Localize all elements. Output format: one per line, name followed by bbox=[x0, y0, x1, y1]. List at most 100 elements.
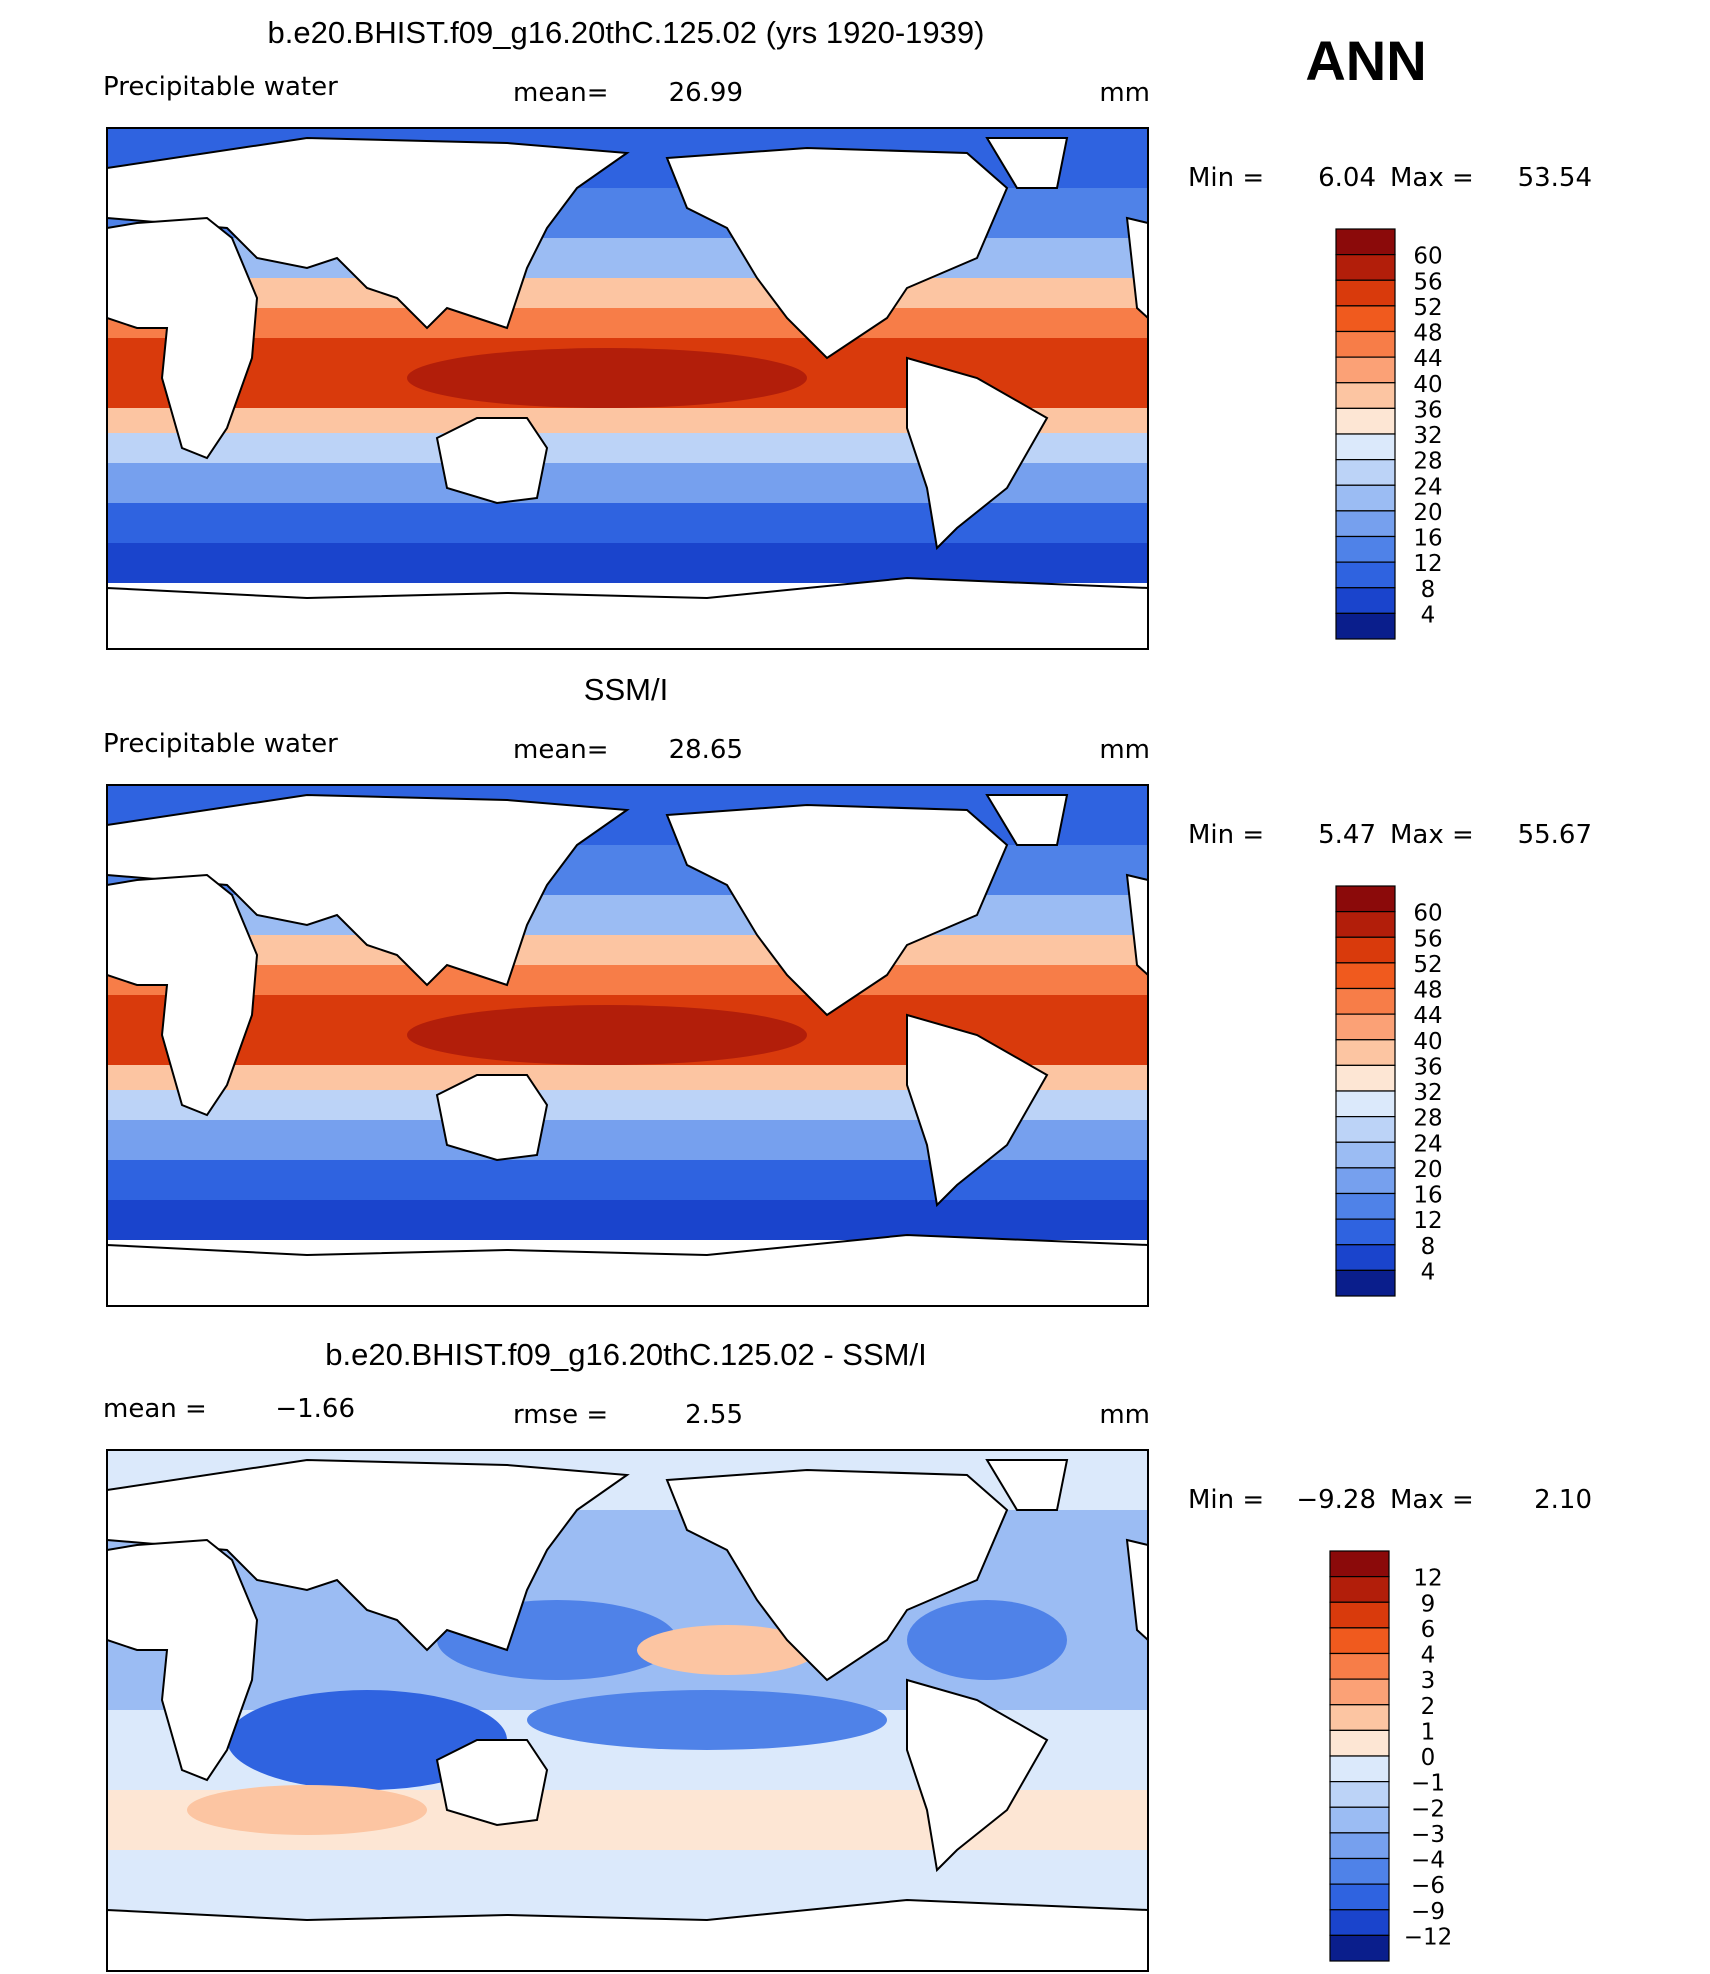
colorbar-label: 20 bbox=[1413, 500, 1442, 526]
colorbar-label: 8 bbox=[1421, 577, 1436, 603]
colorbar-box bbox=[1329, 1550, 1390, 1578]
units: mm bbox=[1099, 78, 1150, 108]
colorbar-label: 20 bbox=[1413, 1157, 1442, 1183]
colorbar-box bbox=[1329, 1729, 1390, 1757]
center-label: mean= bbox=[513, 735, 609, 765]
colorbar-box bbox=[1329, 1883, 1390, 1911]
min-label: Min = bbox=[1188, 820, 1264, 850]
map-fill bbox=[107, 785, 1148, 1306]
colorbar-label: 56 bbox=[1413, 269, 1442, 295]
colorbar-box bbox=[1329, 1857, 1390, 1885]
colorbar-box bbox=[1335, 561, 1396, 589]
colorbar-box bbox=[1335, 885, 1396, 913]
map-frame bbox=[106, 127, 1149, 650]
colorbar-box bbox=[1335, 936, 1396, 964]
colorbar-box bbox=[1335, 407, 1396, 435]
colorbar-box bbox=[1335, 911, 1396, 938]
colorbar-box bbox=[1335, 1039, 1396, 1066]
colorbar-label: −9 bbox=[1411, 1899, 1445, 1925]
colorbar-label: 24 bbox=[1413, 1131, 1442, 1157]
colorbar-box bbox=[1335, 433, 1396, 461]
colorbar-box bbox=[1335, 1116, 1396, 1143]
colorbar-label: 52 bbox=[1413, 952, 1442, 978]
panel-title: SSM/I bbox=[584, 672, 668, 707]
colorbar-label: 24 bbox=[1413, 474, 1442, 500]
colorbar-box bbox=[1335, 330, 1396, 358]
center-value: 2.55 bbox=[685, 1400, 743, 1430]
colorbar-box bbox=[1329, 1576, 1390, 1603]
colorbar-box bbox=[1335, 1244, 1396, 1271]
min-label: Min = bbox=[1188, 163, 1264, 193]
colorbar-box bbox=[1335, 1141, 1396, 1169]
colorbar-label: 36 bbox=[1413, 397, 1442, 423]
colorbar-box bbox=[1335, 382, 1396, 409]
colorbar-label: −4 bbox=[1411, 1848, 1445, 1874]
colorbar-box bbox=[1335, 1167, 1396, 1195]
colorbar-label: −12 bbox=[1404, 1924, 1453, 1950]
panel-title: b.e20.BHIST.f09_g16.20thC.125.02 (yrs 19… bbox=[268, 15, 985, 50]
colorbar-label: 8 bbox=[1421, 1234, 1436, 1260]
max-value: 2.10 bbox=[1534, 1485, 1592, 1515]
colorbar-box bbox=[1335, 1064, 1396, 1092]
colorbar-label: 52 bbox=[1413, 295, 1442, 321]
map bbox=[107, 785, 1148, 1306]
units: mm bbox=[1099, 735, 1150, 765]
colorbar-label: −1 bbox=[1411, 1771, 1445, 1797]
colorbar-box bbox=[1335, 484, 1396, 512]
left-label: Precipitable water bbox=[103, 729, 338, 759]
colorbar-label: 12 bbox=[1413, 1208, 1442, 1234]
center-value: 28.65 bbox=[669, 735, 743, 765]
colorbar-box bbox=[1335, 254, 1396, 281]
panel-title: b.e20.BHIST.f09_g16.20thC.125.02 - SSM/I bbox=[325, 1337, 926, 1372]
colorbar-label: 36 bbox=[1413, 1054, 1442, 1080]
min-label: Min = bbox=[1188, 1485, 1264, 1515]
units: mm bbox=[1099, 1400, 1150, 1430]
colorbar-label: 40 bbox=[1413, 372, 1442, 398]
colorbar-box bbox=[1335, 1192, 1396, 1220]
colorbar-box bbox=[1329, 1806, 1390, 1834]
colorbar-label: 4 bbox=[1421, 602, 1436, 628]
colorbar-box bbox=[1329, 1601, 1390, 1629]
colorbar-label: 44 bbox=[1413, 1003, 1442, 1029]
left-label: Precipitable water bbox=[103, 72, 338, 102]
colorbar-box bbox=[1335, 305, 1396, 333]
colorbar-label: 32 bbox=[1413, 1080, 1442, 1106]
colorbar-label: 28 bbox=[1413, 449, 1442, 475]
min-value: 5.47 bbox=[1318, 820, 1376, 850]
map-frame bbox=[106, 784, 1149, 1307]
colorbar-box bbox=[1329, 1704, 1390, 1731]
colorbar-box bbox=[1335, 228, 1396, 256]
center-label: mean= bbox=[513, 78, 609, 108]
colorbar-box bbox=[1335, 510, 1396, 538]
min-value: −9.28 bbox=[1296, 1485, 1376, 1515]
colorbar-label: 2 bbox=[1421, 1694, 1436, 1720]
colorbar-box bbox=[1329, 1934, 1390, 1962]
colorbar-box bbox=[1335, 1269, 1396, 1297]
colorbar-label: 60 bbox=[1413, 244, 1442, 270]
colorbar-label: −3 bbox=[1411, 1822, 1445, 1848]
colorbar-label: 16 bbox=[1413, 1183, 1442, 1209]
colorbar-box bbox=[1335, 279, 1396, 307]
max-label: Max = bbox=[1390, 1485, 1474, 1515]
colorbar-box bbox=[1329, 1909, 1390, 1936]
map bbox=[107, 1450, 1148, 1971]
colorbar-box bbox=[1329, 1781, 1390, 1808]
colorbar-label: 6 bbox=[1421, 1617, 1436, 1643]
colorbar-box bbox=[1335, 535, 1396, 563]
map-frame bbox=[106, 1449, 1149, 1972]
center-value: 26.99 bbox=[669, 78, 743, 108]
min-value: 6.04 bbox=[1318, 163, 1376, 193]
colorbar-box bbox=[1335, 587, 1396, 614]
colorbar-label: 44 bbox=[1413, 346, 1442, 372]
colorbar-label: −6 bbox=[1411, 1873, 1445, 1899]
colorbar-label: 28 bbox=[1413, 1106, 1442, 1132]
colorbar-box bbox=[1329, 1627, 1390, 1655]
colorbar-label: 48 bbox=[1413, 321, 1442, 347]
colorbar-label: 12 bbox=[1413, 551, 1442, 577]
colorbar-box bbox=[1335, 962, 1396, 990]
season-label: ANN bbox=[1305, 29, 1426, 92]
map-fill bbox=[107, 1450, 1148, 1971]
colorbar-label: 1 bbox=[1421, 1719, 1436, 1745]
colorbar-label: 0 bbox=[1421, 1745, 1436, 1771]
